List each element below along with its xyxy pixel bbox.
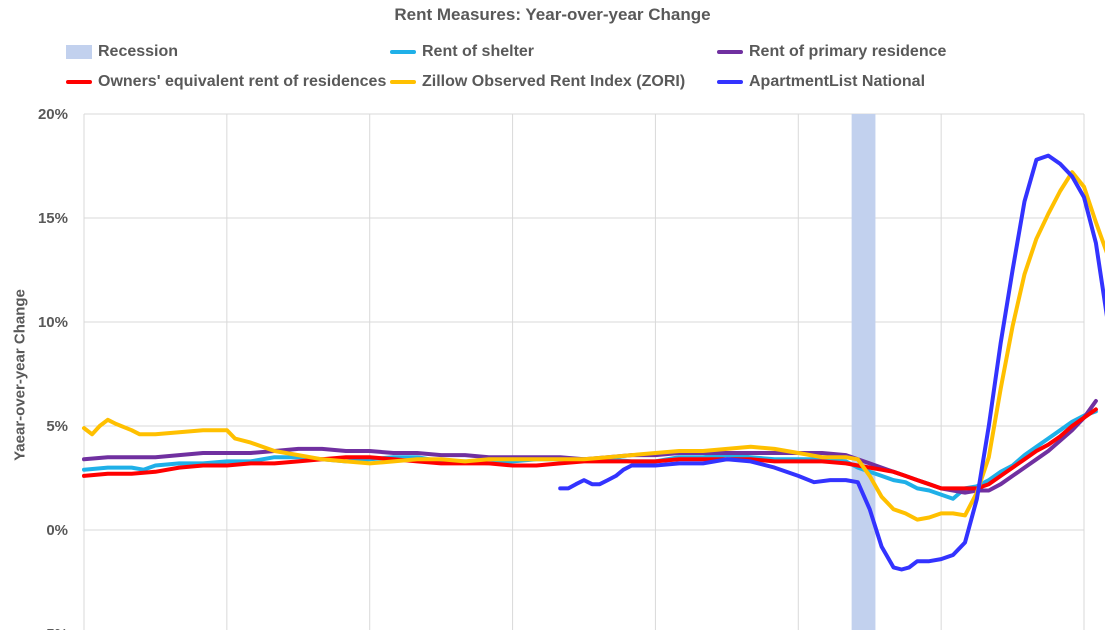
legend-label-rent-of-shelter: Rent of shelter [422, 43, 535, 60]
legend-label-rent-of-primary-residence: Rent of primary residence [749, 43, 947, 60]
y-tick-label: 15% [38, 210, 68, 227]
series-line-rent-of-shelter [82, 409, 1098, 501]
legend-swatch-owners-equivalent-rent [66, 80, 92, 84]
legend-label-owners-equivalent-rent: Owners' equivalent rent of residences [98, 73, 387, 90]
legend-item-owners-equivalent-rent: Owners' equivalent rent of residences [66, 73, 386, 91]
legend-item-rent-of-shelter: Rent of shelter [390, 43, 534, 61]
legend-label-recession: Recession [98, 43, 179, 60]
recession-band [851, 114, 876, 630]
y-tick-label: -5% [41, 626, 68, 630]
series-line-rent-of-primary-residence [82, 399, 1098, 495]
legend-label-apartmentlist-national: ApartmentList National [749, 73, 926, 90]
legend-item-recession: Recession [66, 43, 178, 61]
y-tick-label: 5% [46, 418, 68, 435]
legend-item-apartmentlist-national: ApartmentList National [717, 73, 925, 91]
y-tick-label: 20% [38, 106, 68, 123]
chart-title: Rent Measures: Year-over-year Change [394, 5, 711, 24]
series-line-apartmentlist-national [558, 153, 1105, 572]
y-tick-label: 10% [38, 314, 68, 331]
legend-swatch-apartmentlist-national [717, 80, 743, 84]
legend-label-zori: Zillow Observed Rent Index (ZORI) [422, 73, 686, 90]
series-line-zillow-observed-rent-index-zori [82, 170, 1105, 522]
legend-item-rent-of-primary-residence: Rent of primary residence [717, 43, 946, 61]
series-line-owners-equivalent-rent-of-residences [82, 407, 1098, 491]
y-tick-label: 0% [46, 522, 68, 539]
legend-swatch-zori [390, 80, 416, 84]
legend-swatch-rent-of-shelter [390, 50, 416, 54]
legend-item-zori: Zillow Observed Rent Index (ZORI) [390, 73, 685, 91]
legend-swatch-rent-of-primary-residence [717, 50, 743, 54]
legend-swatch-recession [66, 45, 92, 59]
